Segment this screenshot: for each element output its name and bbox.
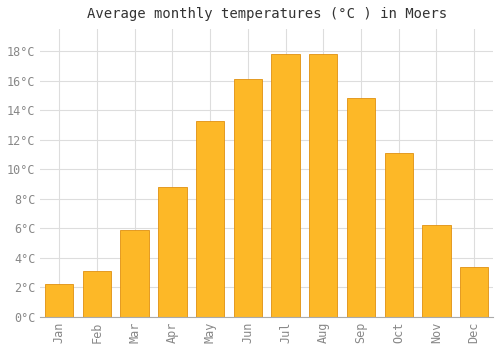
Bar	[309, 54, 338, 317]
Bar	[384, 153, 413, 317]
Bar	[196, 120, 224, 317]
Bar	[422, 225, 450, 317]
Bar	[45, 284, 74, 317]
Bar	[83, 271, 111, 317]
Bar	[158, 187, 186, 317]
Title: Average monthly temperatures (°C ) in Moers: Average monthly temperatures (°C ) in Mo…	[86, 7, 446, 21]
Bar	[460, 267, 488, 317]
Bar	[272, 54, 299, 317]
Bar	[234, 79, 262, 317]
Bar	[120, 230, 149, 317]
Bar	[347, 98, 375, 317]
